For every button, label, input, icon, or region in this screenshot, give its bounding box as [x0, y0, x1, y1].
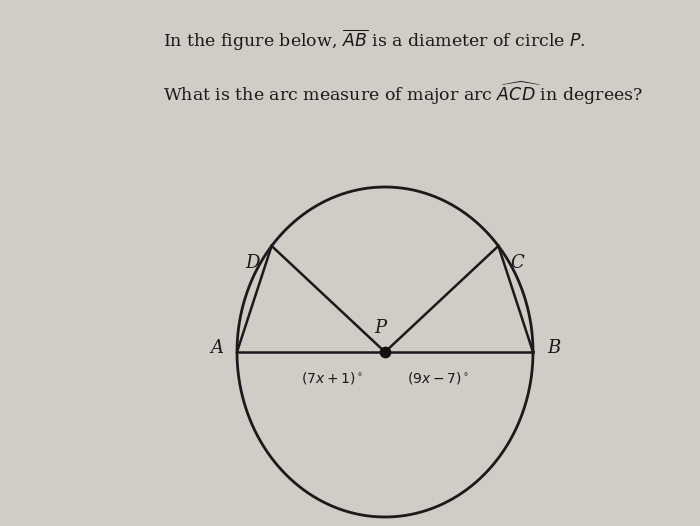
- Text: P: P: [374, 319, 386, 337]
- Point: [379, 348, 391, 356]
- Text: B: B: [547, 339, 560, 357]
- Text: C: C: [510, 254, 524, 272]
- Text: $(7x+1)^\circ$: $(7x+1)^\circ$: [301, 370, 363, 386]
- Text: D: D: [245, 254, 260, 272]
- Text: $(9x-7)^\circ$: $(9x-7)^\circ$: [407, 370, 469, 386]
- Text: What is the arc measure of major arc $\widehat{ACD}$ in degrees?: What is the arc measure of major arc $\w…: [163, 80, 643, 107]
- Text: In the figure below, $\overline{AB}$ is a diameter of circle $P$.: In the figure below, $\overline{AB}$ is …: [163, 28, 586, 53]
- Text: A: A: [210, 339, 223, 357]
